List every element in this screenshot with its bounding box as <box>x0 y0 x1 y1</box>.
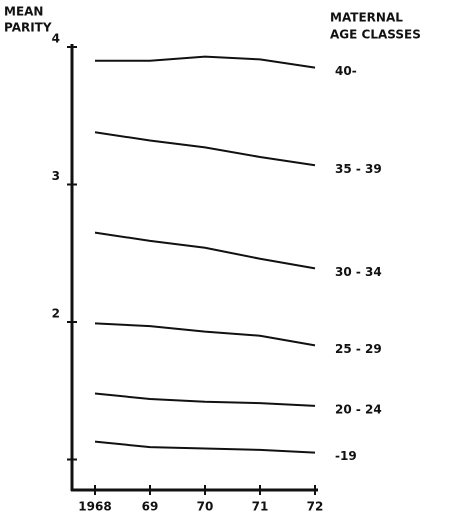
y-axis-label: PARITY <box>4 21 52 35</box>
series-line <box>94 322 316 347</box>
y-tick-label: 2 <box>52 307 60 321</box>
series-label: 40- <box>335 64 357 78</box>
series-line <box>94 392 316 407</box>
y-tick-label: 3 <box>52 169 60 183</box>
series-line <box>94 440 316 454</box>
x-tick-label: 72 <box>307 500 324 514</box>
legend-title: AGE CLASSES <box>330 28 421 42</box>
y-axis-label: MEAN <box>4 5 43 19</box>
x-tick-label: 1968 <box>78 500 111 514</box>
series-label: -19 <box>335 449 357 463</box>
legend-title: MATERNAL <box>330 11 403 25</box>
series-label: 30 - 34 <box>335 265 382 279</box>
series-label: 20 - 24 <box>335 402 382 416</box>
x-tick-label: 70 <box>197 500 214 514</box>
series-line <box>95 55 316 69</box>
series-label: 25 - 29 <box>335 342 382 356</box>
x-tick-label: 69 <box>142 500 159 514</box>
x-tick-label: 71 <box>252 500 269 514</box>
y-tick-label: 4 <box>52 32 60 46</box>
series-line <box>94 231 316 270</box>
series-line <box>94 131 316 167</box>
series-label: 35 - 39 <box>335 162 382 176</box>
